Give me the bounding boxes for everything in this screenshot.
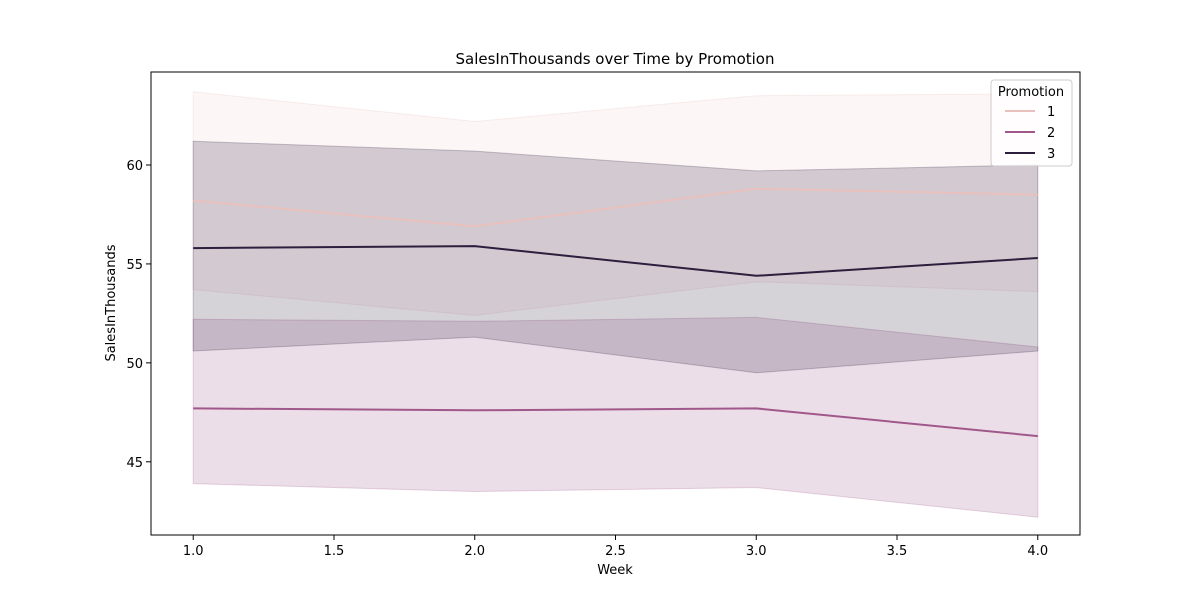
legend-box: [990, 79, 1073, 167]
y-tick-label: 50: [126, 357, 143, 372]
x-tick-label: 2.0: [464, 544, 485, 559]
line-promotion-3: [193, 245, 1038, 277]
x-axis-label: Week: [597, 563, 633, 578]
y-tick-label: 60: [126, 159, 143, 174]
y-tick-label: 55: [126, 258, 143, 273]
y-axis-label: SalesInThousands: [104, 244, 119, 361]
y-axis-ticks: 45 50 55 60: [126, 159, 151, 471]
confidence-bands: [192, 91, 1039, 518]
x-tick-label: 1.5: [324, 544, 345, 559]
ci-band-promotion-2: [192, 316, 1039, 518]
chart-title: SalesInThousands over Time by Promotion: [455, 50, 774, 68]
series-lines: [193, 187, 1038, 438]
x-tick-label: 2.5: [605, 544, 626, 559]
legend-label-promotion-3: 3: [1047, 147, 1055, 162]
legend-items: 1 2 3: [1005, 105, 1055, 162]
legend-title: Promotion: [998, 85, 1064, 100]
x-axis-ticks: 1.0 1.5 2.0 2.5 3.0 3.5 4.0: [183, 535, 1048, 559]
ci-band-promotion-3: [192, 140, 1039, 374]
x-tick-label: 4.0: [1027, 544, 1048, 559]
x-tick-label: 3.5: [887, 544, 908, 559]
line-promotion-1: [193, 187, 1038, 228]
x-tick-label: 3.0: [746, 544, 767, 559]
x-tick-label: 1.0: [183, 544, 204, 559]
ci-band-promotion-1: [192, 91, 1039, 316]
legend: Promotion 1 2 3: [990, 79, 1073, 167]
y-tick-label: 45: [126, 456, 143, 471]
legend-label-promotion-1: 1: [1047, 105, 1055, 120]
legend-label-promotion-2: 2: [1047, 126, 1055, 141]
line-promotion-2: [193, 407, 1038, 438]
